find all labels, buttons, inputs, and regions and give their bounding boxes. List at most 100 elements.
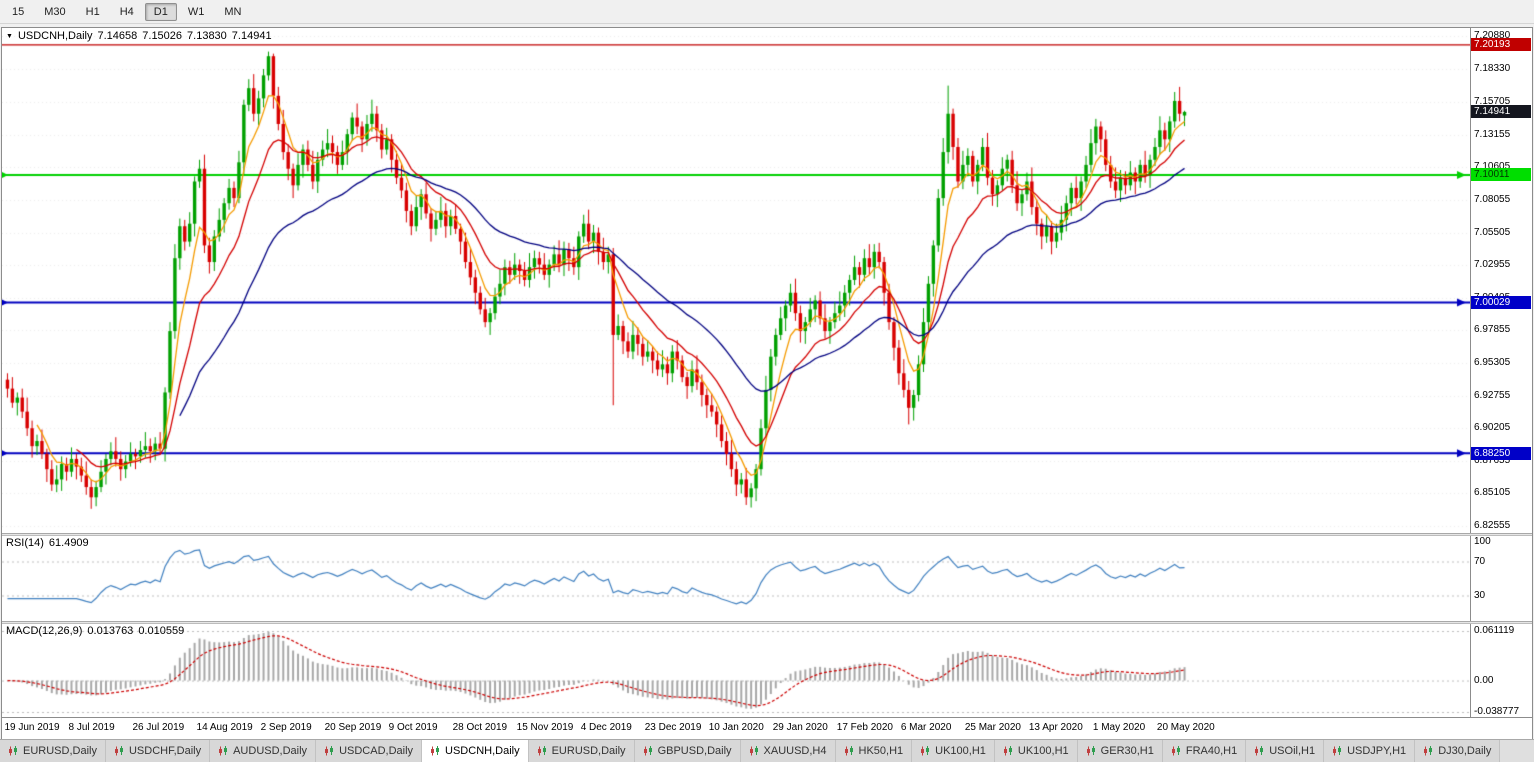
chart-thumbnail-icon [1086,746,1097,756]
chart-thumbnail-icon [1254,746,1265,756]
rsi-tick-label: 30 [1474,589,1486,601]
chart-tab-label: USDCNH,Daily [445,745,520,757]
pane-divider[interactable] [2,621,1532,624]
chart-close-value: 7.14941 [231,30,272,42]
chart-tab-label: FRA40,H1 [1185,745,1238,757]
rsi-value: 61.4909 [48,537,89,549]
macd-canvas[interactable] [2,624,1470,717]
chart-tab-label: USDJPY,H1 [1347,745,1407,757]
price-tick-label: 7.13155 [1474,128,1511,140]
chart-tab-dj30-daily[interactable]: DJ30,Daily [1415,740,1501,762]
timeframe-button-d1[interactable]: D1 [144,2,177,21]
chart-tab-fra40-h1[interactable]: FRA40,H1 [1162,740,1247,762]
date-tick-label: 25 Mar 2020 [964,722,1021,733]
date-tick-label: 29 Jan 2020 [772,722,828,733]
macd-pane: MACD(12,26,9) 0.013763 0.010559 0.061119 0.… [2,624,1532,717]
price-tick-label: 6.85105 [1474,487,1511,499]
chart-tab-label: UK100,H1 [935,745,986,757]
chart-tab-label: UK100,H1 [1017,745,1069,757]
date-tick-label: 2 Sep 2019 [260,722,312,733]
chart-tab-label: USOil,H1 [1269,745,1316,757]
chart-thumbnail-icon [8,746,19,756]
rsi-pane: RSI(14) 61.4909 100 70 30 [2,536,1532,621]
macd-tick-label: 0.00 [1474,674,1494,686]
timeframe-toolbar: 15 M30 H1 H4 D1 W1 MN [0,0,1534,24]
price-level-badge: 7.00029 [1471,296,1531,310]
chart-tab-label: GER30,H1 [1100,745,1154,757]
date-tick-label: 17 Feb 2020 [836,722,893,733]
chart-tab-uk100-h1[interactable]: UK100,H1 [912,740,995,762]
macd-label: MACD(12,26,9) 0.013763 0.010559 [6,625,189,637]
chart-tab-usdjpy-h1[interactable]: USDJPY,H1 [1324,740,1416,762]
price-tick-label: 6.92755 [1474,389,1511,401]
timeframe-button-w1[interactable]: W1 [187,5,205,18]
chart-tab-label: GBPUSD,Daily [657,745,732,757]
rsi-tick-label: 70 [1474,555,1486,567]
timeframe-button-h4[interactable]: H4 [119,5,134,18]
macd-tick-label: -0.038777 [1474,706,1520,717]
rsi-axis[interactable]: 100 70 30 [1470,536,1532,621]
date-tick-label: 10 Jan 2020 [708,722,764,733]
price-tick-label: 7.02955 [1474,259,1511,271]
chart-thumbnail-icon [114,746,125,756]
chart-thumbnail-icon [218,746,229,756]
chart-tab-usoil-h1[interactable]: USOil,H1 [1246,740,1325,762]
price-tick-label: 6.82555 [1474,520,1511,531]
time-axis[interactable]: 19 Jun 2019 8 Jul 2019 26 Jul 2019 14 Aug 2… [2,717,1532,738]
date-tick-label: 4 Dec 2019 [580,722,632,733]
macd-tick-label: 0.061119 [1474,625,1515,636]
chart-tab-uk100-h1[interactable]: UK100,H1 [994,740,1078,762]
date-tick-label: 9 Oct 2019 [388,722,438,733]
timeframe-button-15[interactable]: 15 [12,5,25,18]
price-level-badge: 7.10011 [1471,168,1531,182]
price-axis[interactable]: 7.20880 7.18330 7.15705 7.13155 7.10605 7.080… [1470,28,1532,533]
macd-axis[interactable]: 0.061119 0.00 -0.038777 [1470,624,1532,717]
chart-tab-usdchf-daily[interactable]: USDCHF,Daily [105,740,211,762]
chart-tab-hk50-h1[interactable]: HK50,H1 [835,740,913,762]
chart-low-value: 7.13830 [187,30,227,42]
pane-divider[interactable] [2,533,1532,536]
current-price-badge: 7.14941 [1471,105,1531,119]
chart-symbol-label: USDCNH,Daily [17,30,93,42]
macd-name: MACD(12,26,9) [6,625,83,637]
chart-tab-gbpusd-daily[interactable]: GBPUSD,Daily [634,740,741,762]
chart-thumbnail-icon [920,746,931,756]
price-tick-label: 6.97855 [1474,324,1511,336]
price-tick-label: 6.90205 [1474,422,1511,434]
chart-tab-ger30-h1[interactable]: GER30,H1 [1077,740,1163,762]
rsi-label: RSI(14) 61.4909 [6,537,94,549]
chart-tab-label: EURUSD,Daily [551,745,626,757]
chart-tab-eurusd-daily[interactable]: EURUSD,Daily [0,740,106,762]
timeframe-button-h1[interactable]: H1 [85,5,100,18]
chart-expand-icon[interactable]: ▼ [6,33,13,40]
chart-high-value: 7.15026 [142,30,183,42]
chart-tab-label: XAUUSD,H4 [763,745,827,757]
date-tick-label: 28 Oct 2019 [452,722,508,733]
timeframe-button-mn[interactable]: MN [224,5,242,18]
chart-thumbnail-icon [324,746,335,756]
price-tick-label: 7.05505 [1474,226,1511,238]
main-price-pane: ▼ USDCNH,Daily 7.14658 7.15026 7.13830 7.1494… [2,28,1532,533]
chart-tab-audusd-daily[interactable]: AUDUSD,Daily [210,740,317,762]
chart-thumbnail-icon [844,746,855,756]
date-tick-label: 8 Jul 2019 [68,722,115,733]
macd-main-value: 0.013763 [87,625,134,637]
chart-tab-xauusd-h4[interactable]: XAUUSD,H4 [740,740,836,762]
chart-thumbnail-icon [749,746,760,756]
chart-thumbnail-icon [1003,746,1014,756]
price-tick-label: 7.08055 [1474,193,1511,205]
price-tick-label: 6.95305 [1474,356,1511,368]
rsi-tick-label: 100 [1474,536,1491,547]
timeframe-button-m30[interactable]: M30 [44,5,66,18]
price-tick-label: 7.10605 [1474,161,1511,173]
chart-thumbnail-icon [1423,746,1434,756]
chart-tab-label: USDCHF,Daily [128,745,202,757]
main-chart-canvas[interactable] [2,28,1470,533]
rsi-canvas[interactable] [2,536,1470,621]
chart-tab-usdcad-daily[interactable]: USDCAD,Daily [316,740,423,762]
chart-tab-usdcnh-daily[interactable]: USDCNH,Daily [422,740,529,762]
date-tick-label: 15 Nov 2019 [516,722,574,733]
date-tick-label: 1 May 2020 [1092,722,1146,733]
chart-tab-eurusd-daily[interactable]: EURUSD,Daily [528,740,635,762]
